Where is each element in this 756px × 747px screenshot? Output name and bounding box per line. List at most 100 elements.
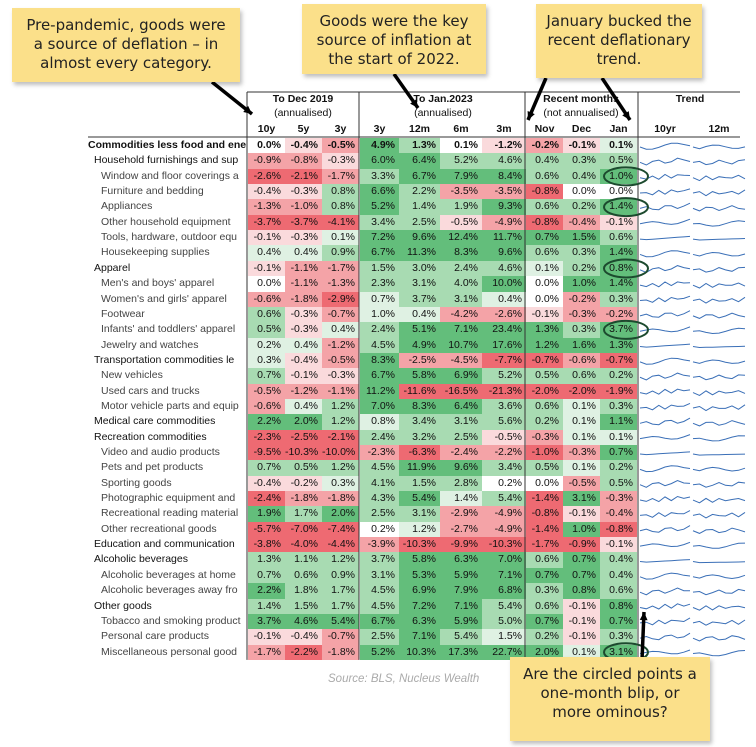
table-cell: -4.2% [440,306,482,323]
table-cell: 6.0% [360,153,399,170]
table-cell: 0.3% [563,153,600,170]
table-cell: -0.3% [322,153,359,170]
table-cell: -7.4% [322,521,359,538]
table-cell: 10.0% [482,276,526,292]
row-label: Tobacco and smoking product [101,614,241,627]
table-cell: 5.8% [399,368,440,385]
table-cell: 7.2% [360,230,399,246]
table-cell: -9.9% [440,537,482,553]
row-label: Video and audio products [101,446,220,458]
table-cell: 0.4% [482,291,526,308]
table-cell: 0.8% [563,583,600,599]
table-cell: 8.3% [440,245,482,262]
table-cell: -0.3% [322,368,359,385]
table-cell: 6.4% [440,398,482,415]
table-cell: 1.5% [563,230,600,246]
table-cell: 3.4% [399,414,440,431]
table-cell: -3.5% [482,184,526,200]
table-cell: 0.0% [526,291,563,308]
row-label: Commodities less food and ene [88,139,246,151]
table-cell: 10.7% [440,337,482,354]
table-cell: 2.5% [440,429,482,446]
table-cell: -0.4% [285,138,322,154]
table-cell: -0.1% [563,506,600,523]
column-header: Jan [609,123,628,135]
column-header: 10yr [654,123,676,135]
table-cell: -2.6% [248,168,285,185]
sparkline [692,159,746,166]
table-cell: 0.6% [526,552,563,569]
table-cell: 9.6% [482,245,526,262]
table-cell: 1.3% [399,138,440,154]
table-cell: 5.9% [440,613,482,630]
sparkline [639,188,691,196]
table-cell: 0.2% [563,199,600,216]
table-cell: -2.3% [248,429,285,446]
table-cell: 0.6% [600,230,637,246]
sparkline [639,510,691,518]
table-cell: -0.5% [322,138,359,154]
table-cell: 1.5% [285,598,322,615]
table-cell: 8.4% [482,168,526,185]
row-label: Motor vehicle parts and equip [101,399,239,412]
table-cell: -0.6% [248,398,285,415]
table-cell: 0.7% [600,613,637,630]
table-cell: -0.5% [322,352,359,369]
table-cell: 0.4% [399,306,440,323]
table-cell: -0.1% [563,598,600,615]
table-cell: 0.8% [600,598,637,615]
table-cell: 0.3% [600,629,637,646]
table-cell: -6.3% [399,445,440,461]
table-cell: -1.2% [482,138,526,154]
table-cell: 5.1% [399,322,440,339]
table-cell: 5.2% [360,644,399,661]
column-header: 3y [373,123,386,135]
sparkline [639,434,691,440]
sparkline [692,251,746,257]
column-header: 3m [496,123,512,135]
table-cell: 11.9% [399,460,440,477]
table-cell: -0.3% [563,306,600,323]
table-cell: 4.0% [440,276,482,292]
column-header: 12m [708,123,730,135]
table-cell: 6.7% [360,613,399,630]
sparkline [639,572,691,580]
table-cell: 5.6% [482,414,526,431]
table-cell: 5.4% [322,613,359,630]
row-label: Recreational reading material [101,507,239,520]
table-cell: 2.4% [360,429,399,446]
sparkline [692,527,746,534]
row-label: Alcoholic beverages [94,553,188,566]
row-label: Apparel [94,261,131,274]
table-cell: -0.9% [248,153,285,170]
table-cell: 0.4% [285,337,322,354]
table-cell: -0.2% [526,138,563,154]
table-cell: -0.7% [526,352,563,369]
table-cell: -0.2% [285,475,322,492]
sparkline [639,603,691,610]
table-cell: -0.4% [248,475,285,492]
table-cell: -0.9% [563,537,600,553]
table-cell: 11.3% [399,245,440,262]
column-header: 3y [334,123,347,135]
table-cell: -4.4% [322,537,359,553]
table-cell: 0.7% [248,368,285,385]
sparkline [639,479,691,488]
sparkline [639,281,691,288]
row-label: Miscellaneous personal good [101,645,238,658]
table-cell: 5.4% [440,629,482,646]
table-cell: 1.1% [600,414,637,431]
header-to-dec-2019-sub: (annualised) [274,107,332,119]
table-cell: -7.0% [285,521,322,538]
table-cell: 2.4% [360,322,399,339]
table-cell: 5.2% [360,199,399,216]
table-cell: -3.7% [285,214,322,231]
table-cell: 6.7% [360,245,399,262]
table-cell: -0.4% [285,352,322,369]
sparkline [692,220,746,227]
table-cell: -1.0% [526,445,563,461]
table-cell: 17.6% [482,337,526,354]
column-header: 6m [453,123,469,135]
table-cell: -1.2% [322,337,359,354]
table-cell: 0.6% [563,368,600,385]
